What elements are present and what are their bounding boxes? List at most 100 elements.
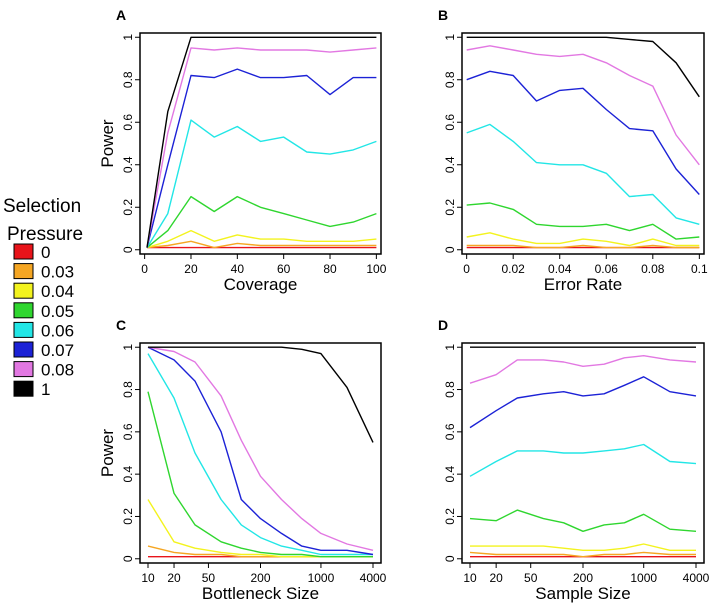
plot-frame	[139, 32, 382, 255]
panel-letter: C	[116, 317, 126, 333]
plot-frame	[139, 342, 382, 564]
series-line-0-03	[146, 240, 377, 249]
legend-label: 0	[41, 243, 50, 262]
panel-c: C 0 0.2 0.4 0.6 0.8 1 10 20 50 200 1000 4000 Bottlene…	[98, 317, 387, 603]
y-tick-label: 0.2	[443, 508, 457, 525]
series-line-1	[146, 36, 377, 248]
y-tick-label: 0.6	[121, 114, 135, 131]
x-tick-label: 10	[463, 571, 477, 585]
x-tick-label: 60	[277, 262, 291, 276]
series-group	[469, 346, 697, 558]
x-tick-label: 200	[573, 571, 593, 585]
legend-swatch	[13, 341, 34, 358]
series-line-0-07	[469, 376, 697, 429]
x-tick-label: 4000	[683, 571, 710, 585]
legend-swatch	[13, 243, 34, 260]
legend-label: 0.03	[41, 263, 74, 282]
series-line-0-06	[147, 353, 373, 556]
x-axis-title: Bottleneck Size	[202, 584, 319, 603]
y-tick-label: 0.6	[121, 423, 135, 440]
series-line-0-06	[466, 123, 700, 225]
plot-frame	[461, 32, 705, 255]
series-line-0-04	[466, 232, 700, 247]
series-line-0-08	[147, 346, 374, 551]
x-tick-label: 0.02	[502, 262, 526, 276]
series-line-0-05	[466, 202, 700, 240]
y-tick-label: 0	[443, 246, 457, 253]
legend-label: 0.05	[41, 302, 74, 321]
x-tick-label: 20	[167, 571, 181, 585]
legend-label: 0.06	[41, 321, 74, 340]
legend-label: 1	[41, 380, 50, 399]
y-tick-label: 0.2	[121, 199, 135, 216]
series-line-0-04	[147, 499, 373, 558]
panel-b: B 0 0.2 0.4 0.6 0.8 1 0 0.02 0.04 0.06 0.08 0.1 Error…	[438, 7, 708, 294]
series-line-0-04	[146, 229, 377, 249]
series-line-0-08	[146, 47, 377, 248]
y-tick-label: 0.6	[443, 423, 457, 440]
x-tick-label: 4000	[360, 571, 387, 585]
legend-swatch	[13, 321, 34, 338]
x-axis-title: Error Rate	[544, 275, 622, 294]
panel-a: A 0 0.2 0.4 0.6 0.8 1 0 20 40 60 80 100 Coverage Power	[98, 7, 387, 294]
series-group	[147, 346, 374, 558]
series-line-0-08	[466, 45, 700, 166]
y-tick-label: 0.8	[121, 71, 135, 88]
y-tick-label: 0	[121, 246, 135, 253]
y-tick-label: 0.4	[443, 156, 457, 173]
series-line-0-03	[469, 551, 696, 558]
x-tick-label: 0.06	[595, 262, 619, 276]
series-line-0-05	[146, 195, 377, 249]
series-line-0-08	[469, 355, 697, 384]
legend-swatch	[13, 282, 34, 299]
y-tick-label: 0	[121, 555, 135, 562]
series-line-0-06	[469, 443, 697, 477]
series-line-0-07	[466, 70, 700, 195]
panel-d: D 0 0.2 0.4 0.6 0.8 1 10 20 50 200 1000 4000 Sample S…	[438, 317, 710, 603]
panel-letter: B	[438, 7, 448, 23]
x-tick-label: 0.08	[641, 262, 665, 276]
y-tick-label: 0.8	[443, 71, 457, 88]
x-tick-label: 1000	[630, 571, 657, 585]
x-tick-label: 100	[366, 262, 386, 276]
y-axis-title: Power	[98, 119, 117, 168]
legend-swatch	[13, 302, 34, 319]
legend-entries: 00.030.040.050.060.070.081	[13, 243, 74, 399]
x-tick-label: 200	[250, 571, 270, 585]
x-tick-label: 50	[202, 571, 216, 585]
x-tick-label: 0.04	[548, 262, 572, 276]
y-axis-title: Power	[98, 429, 117, 478]
series-line-0-07	[147, 346, 374, 556]
y-tick-label: 0.8	[121, 381, 135, 398]
y-tick-label: 0.2	[121, 508, 135, 525]
panels: A00.20.40.60.810 20 40 60 80 100CoveragePower…	[98, 7, 710, 603]
series-line-1	[466, 36, 700, 98]
x-tick-label: 0	[141, 262, 148, 276]
x-axis-title: Coverage	[224, 275, 298, 294]
y-tick-label: 1	[443, 34, 457, 41]
x-tick-label: 0.1	[691, 262, 708, 276]
y-tick-label: 0.8	[443, 381, 457, 398]
legend-title-line2: Pressure	[7, 224, 83, 245]
x-tick-label: 1000	[308, 571, 335, 585]
series-line-0-03	[466, 244, 700, 249]
y-tick-label: 0.2	[443, 199, 457, 216]
legend-label: 0.08	[41, 361, 74, 380]
x-tick-label: 50	[524, 571, 538, 585]
y-tick-label: 1	[121, 34, 135, 41]
y-tick-label: 1	[443, 344, 457, 351]
panel-letter: A	[116, 7, 126, 23]
legend-title-line1: Selection	[3, 196, 81, 217]
x-tick-label: 20	[489, 571, 503, 585]
series-line-1	[148, 346, 374, 443]
x-tick-label: 0	[463, 262, 470, 276]
x-tick-label: 10	[141, 571, 155, 585]
series-line-0-06	[146, 119, 377, 248]
y-tick-label: 0.4	[121, 156, 135, 173]
x-tick-label: 80	[323, 262, 337, 276]
y-tick-label: 0.4	[121, 465, 135, 482]
y-tick-label: 0.6	[443, 114, 457, 131]
series-line-0-05	[469, 509, 697, 532]
x-tick-label: 20	[184, 262, 198, 276]
